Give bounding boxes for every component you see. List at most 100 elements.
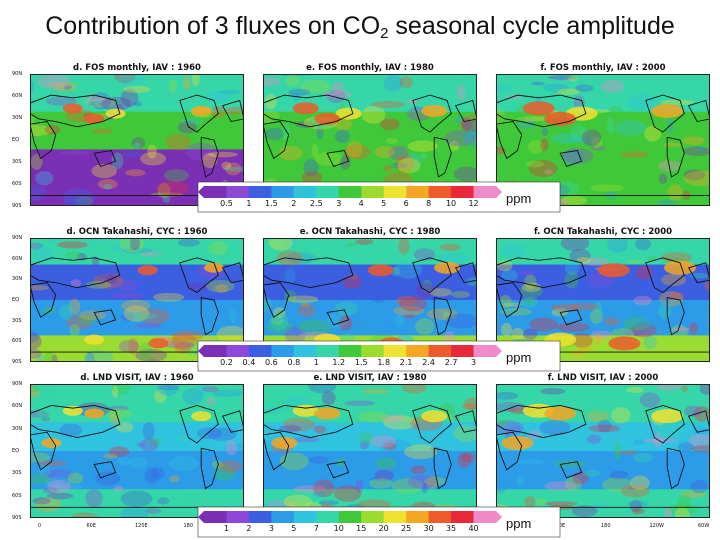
colorbar-right-arrow	[496, 511, 502, 523]
colorbar-tick-label: 2	[246, 524, 252, 533]
field-blob	[144, 467, 160, 484]
colorbar-tick-label: 5	[291, 524, 297, 533]
latitude-label: 60S	[12, 181, 22, 187]
longitude-label: 0	[38, 523, 42, 529]
field-blob	[151, 466, 165, 480]
field-blob	[369, 286, 388, 303]
field-blob	[283, 494, 312, 509]
colorbar-left-arrow	[198, 345, 204, 357]
field-blob	[498, 294, 512, 309]
field-blob	[677, 494, 692, 510]
field-blob	[133, 142, 141, 150]
field-blob	[397, 158, 421, 174]
field-blob	[84, 97, 117, 108]
map-band	[30, 264, 244, 275]
hotspot	[204, 262, 225, 273]
field-blob	[407, 474, 437, 489]
field-blob	[516, 475, 526, 487]
field-blob	[492, 402, 526, 412]
longitude-label: 120E	[135, 523, 148, 529]
map-band	[263, 149, 477, 160]
map-band	[263, 317, 477, 328]
map-band	[30, 149, 244, 160]
field-blob	[225, 162, 242, 176]
field-blob	[59, 423, 82, 437]
map-band	[263, 441, 477, 452]
field-blob	[38, 464, 51, 477]
field-blob	[500, 307, 532, 316]
hotspot	[597, 263, 630, 278]
latitude-label: 60S	[12, 338, 22, 345]
field-blob	[495, 479, 506, 495]
field-blob	[112, 385, 119, 398]
field-blob	[58, 304, 73, 320]
hotspot	[62, 405, 83, 416]
field-blob	[395, 154, 415, 173]
field-blob	[357, 499, 391, 509]
map-band	[496, 291, 710, 301]
map-band	[263, 384, 477, 395]
field-blob	[541, 127, 549, 136]
colorbar-swatch	[383, 345, 407, 357]
field-blob	[162, 195, 171, 203]
coastline	[433, 447, 452, 490]
hotspot	[501, 435, 534, 450]
field-blob	[148, 437, 162, 447]
coastline	[93, 461, 117, 479]
colorbar-swatch	[361, 511, 385, 523]
panel-lnd-0: d. LND VISIT, IAV : 1960 90N 60N 30N EQ 30S 60…	[12, 372, 253, 529]
field-blob	[564, 476, 582, 492]
map-band	[30, 508, 244, 519]
field-blob	[322, 90, 354, 99]
map-band	[263, 121, 477, 132]
map-band	[30, 479, 244, 491]
coastline	[326, 461, 350, 479]
field-blob	[172, 333, 198, 351]
field-blob	[156, 379, 179, 396]
field-blob	[570, 125, 588, 141]
latitude-label: 90N	[12, 381, 23, 387]
map-band	[30, 168, 244, 179]
hotspot	[41, 437, 62, 448]
field-blob	[667, 184, 683, 201]
hotspot	[271, 436, 298, 449]
map-band	[30, 489, 244, 500]
colorbar-swatch	[428, 186, 452, 198]
map-band	[30, 92, 244, 104]
field-blob	[347, 273, 358, 281]
field-blob	[26, 285, 49, 291]
field-blob	[493, 391, 519, 400]
map-band	[30, 300, 244, 310]
colorbar-swatch	[473, 186, 497, 198]
map-band	[30, 158, 244, 170]
colorbar-tick-label: 2.1	[399, 358, 413, 367]
coastline	[559, 461, 583, 479]
field-blob	[38, 406, 52, 424]
map-band	[30, 74, 244, 85]
field-blob	[136, 442, 146, 448]
field-blob	[597, 443, 613, 453]
field-blob	[380, 414, 405, 423]
field-blob	[395, 295, 418, 306]
coastline	[495, 404, 587, 439]
field-blob	[660, 252, 693, 264]
coastline	[179, 257, 219, 294]
field-blob	[123, 85, 151, 93]
latitude-label: 30S	[12, 159, 22, 165]
coastline	[262, 257, 354, 289]
field-blob	[620, 151, 650, 158]
colorbar-tick-label: 7	[313, 524, 319, 533]
field-blob	[265, 127, 285, 141]
field-blob	[338, 315, 353, 331]
coastline	[29, 121, 57, 160]
field-blob	[47, 479, 72, 494]
map-band	[496, 422, 710, 433]
colorbar-swatch	[383, 511, 407, 523]
colorbar-swatch	[451, 511, 475, 523]
coastline	[645, 404, 685, 444]
field-blob	[398, 237, 410, 255]
coastline	[326, 309, 350, 326]
field-blob	[157, 182, 171, 199]
field-blob	[160, 340, 195, 349]
map-area	[487, 74, 717, 214]
